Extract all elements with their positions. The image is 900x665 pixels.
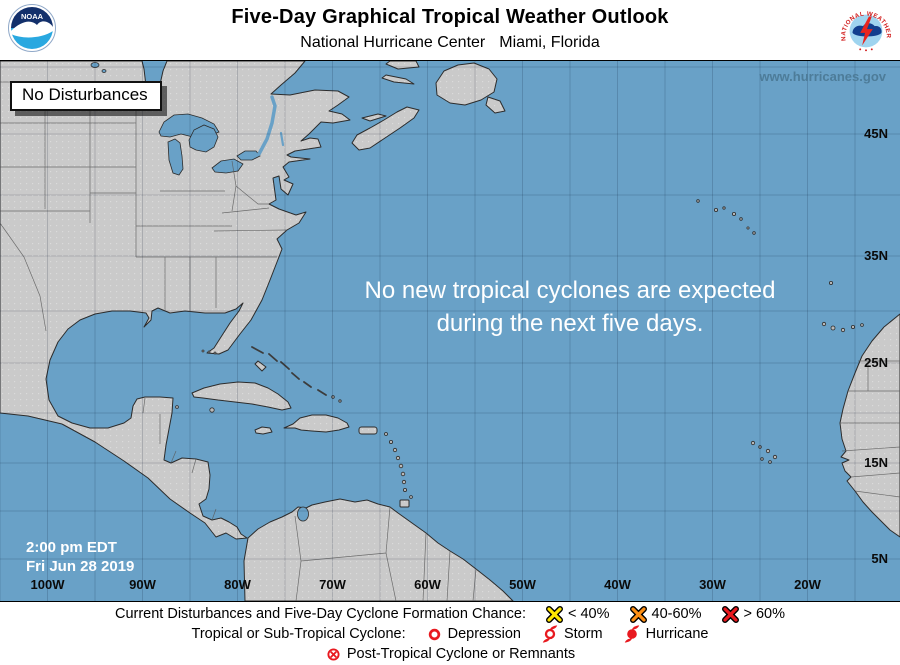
legend: Current Disturbances and Five-Day Cyclon… [0, 602, 900, 665]
no-disturbances-box: No Disturbances [10, 81, 162, 111]
storm-icon [542, 625, 558, 643]
hispaniola [283, 414, 350, 433]
trinidad [399, 499, 410, 508]
hurricane-icon [624, 625, 639, 643]
jamaica [254, 426, 273, 435]
lon-label: 20W [794, 577, 821, 592]
outlook-message-line2: during the next five days. [436, 310, 704, 337]
andros [254, 360, 267, 372]
lat-label: 45N [864, 126, 888, 141]
north-america [0, 61, 351, 540]
lake-winnipeg [90, 62, 100, 68]
cyclone-label: Tropical or Sub-Tropical Cyclone: [191, 626, 406, 642]
lon-label: 80W [224, 577, 251, 592]
anticosti [381, 74, 415, 85]
cuba [191, 381, 292, 411]
header: NOAA Five-Day Graphical Tropical Weather… [0, 0, 900, 60]
lon-label: 90W [129, 577, 156, 592]
lake-ontario [236, 150, 261, 161]
depression-icon [428, 628, 440, 640]
lake-champlain [279, 131, 285, 147]
newfoundland [435, 62, 498, 106]
lon-label: 50W [509, 577, 536, 592]
outlook-message: No new tropical cyclones are expected du… [330, 274, 810, 340]
svg-text:NOAA: NOAA [21, 12, 44, 21]
legend-item-depression: Depression [426, 626, 521, 643]
subtitle-location: Miami, Florida [499, 34, 600, 51]
map-area: No Disturbances www.hurricanes.gov No ne… [0, 60, 900, 602]
watermark-url: www.hurricanes.gov [759, 69, 886, 84]
small-islands [175, 199, 864, 499]
lake-michigan [167, 138, 184, 176]
nws-logo: NATIONAL WEATHER SERVICE [839, 4, 893, 58]
lat-label: 35N [864, 248, 888, 263]
noaa-logo: NOAA [8, 4, 56, 52]
lat-label: 5N [871, 551, 888, 566]
lat-label: 15N [864, 455, 888, 470]
legend-item-low: < 40% [545, 605, 610, 623]
puerto-rico [358, 426, 378, 435]
outlook-message-line1: No new tropical cyclones are expected [364, 277, 776, 304]
page-subtitle: National Hurricane Center Miami, Florida [0, 34, 900, 52]
no-disturbances-label: No Disturbances [22, 85, 148, 104]
lon-label: 100W [30, 577, 65, 592]
landmasses [0, 61, 900, 601]
post-tropical-icon [327, 647, 340, 661]
subtitle-org: National Hurricane Center [300, 34, 486, 51]
legend-row-post-tropical: Post-Tropical Cyclone or Remnants [0, 644, 900, 664]
issuance-timestamp: 2:00 pm EDT Fri Jun 28 2019 [26, 538, 134, 576]
outlook-map[interactable] [0, 61, 900, 601]
x-high-icon [721, 605, 739, 623]
avalon [485, 96, 506, 114]
lon-label: 30W [699, 577, 726, 592]
lon-label: 60W [414, 577, 441, 592]
lake-huron [188, 124, 219, 153]
africa [839, 313, 900, 538]
st-lawrence-river [257, 95, 277, 156]
pei [361, 113, 387, 122]
x-medium-icon [629, 605, 647, 623]
bahamas [251, 346, 327, 396]
quebec-north-shore [385, 61, 420, 70]
legend-row-cyclones: Tropical or Sub-Tropical Cyclone: Depres… [0, 624, 900, 644]
lakes [90, 62, 309, 522]
lake-erie [211, 158, 244, 174]
lon-label: 40W [604, 577, 631, 592]
political-borders [0, 81, 900, 601]
legend-item-high: > 60% [721, 605, 785, 623]
nova-scotia [351, 106, 420, 151]
formation-label: Current Disturbances and Five-Day Cyclon… [114, 606, 526, 622]
legend-item-storm: Storm [541, 625, 603, 643]
page-title: Five-Day Graphical Tropical Weather Outl… [231, 6, 669, 28]
lat-label: 25N [864, 355, 888, 370]
legend-item-post-tropical: Post-Tropical Cyclone or Remnants [325, 646, 575, 663]
legend-row-formation: Current Disturbances and Five-Day Cyclon… [0, 604, 900, 624]
lake-maracaibo [297, 506, 309, 522]
x-low-icon [545, 605, 563, 623]
lon-label: 70W [319, 577, 346, 592]
legend-item-medium: 40-60% [629, 605, 702, 623]
legend-item-hurricane: Hurricane [623, 625, 708, 643]
timestamp-time: 2:00 pm EDT [26, 539, 117, 556]
timestamp-date: Fri Jun 28 2019 [26, 558, 135, 575]
lat-lon-grid [0, 61, 900, 601]
